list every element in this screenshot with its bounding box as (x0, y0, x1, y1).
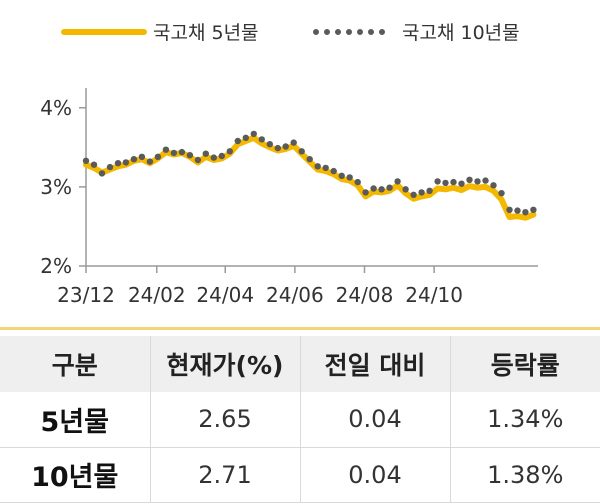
quote-table: 구분 현재가(%) 전일 대비 등락률 5년물 2.65 0.04 1.34% … (0, 336, 600, 503)
x-tick-label: 24/08 (336, 283, 394, 307)
series-point-10y (186, 152, 194, 159)
x-tick-label: 24/04 (196, 283, 254, 307)
series-point-10y (338, 172, 345, 179)
x-tick-label: 24/02 (128, 283, 186, 307)
series-point-10y (162, 146, 170, 153)
y-tick-label: 4% (40, 96, 72, 120)
series-point-10y (386, 184, 393, 191)
series-point-10y (82, 157, 90, 164)
y-tick-label: 3% (40, 175, 72, 199)
y-tick-label: 2% (40, 254, 72, 278)
legend-label: 국고채 5년물 (153, 22, 259, 44)
series-layer (82, 130, 537, 221)
series-point-10y (418, 189, 425, 196)
series-point-10y (402, 186, 409, 193)
series-point-10y (154, 153, 162, 160)
series-point-10y (282, 143, 289, 150)
cell-change-rate: 1.34% (449, 392, 600, 447)
series-point-10y (442, 179, 449, 187)
x-tick-label: 24/10 (405, 283, 463, 307)
series-point-10y (90, 161, 98, 168)
series-point-10y (530, 206, 537, 213)
series-point-10y (474, 178, 481, 185)
series-point-10y (330, 167, 337, 175)
row-label: 10년물 (31, 462, 119, 493)
series-point-10y (362, 189, 369, 196)
cell-current-price: 2.65 (149, 392, 300, 447)
series-point-10y (242, 134, 249, 141)
series-point-10y (314, 163, 321, 170)
series-point-10y (234, 137, 241, 145)
series-line-5y (83, 134, 537, 221)
series-point-10y (482, 177, 489, 184)
series-point-10y (202, 150, 209, 157)
series-point-10y (346, 174, 353, 181)
series-point-10y (170, 149, 178, 157)
yield-chart: 국고채 5년물 국고채 10년물 2% 3% 4% 23/12 24/02 24/04 24/… (40, 22, 538, 307)
series-point-10y (306, 156, 313, 163)
series-point-10y (378, 186, 385, 193)
series-point-10y (298, 148, 305, 155)
legend: 국고채 5년물 국고채 10년물 (61, 22, 520, 44)
series-point-10y (226, 148, 233, 155)
series-point-10y (218, 152, 225, 160)
quote-table-section: 구분 현재가(%) 전일 대비 등락률 5년물 2.65 0.04 1.34% … (0, 327, 600, 504)
series-point-10y (394, 178, 401, 185)
table-top-rule (0, 327, 600, 330)
header-category: 구분 (51, 351, 98, 380)
table-header-row: 구분 현재가(%) 전일 대비 등락률 (0, 336, 600, 392)
series-point-10y (266, 141, 273, 148)
cell-change: 0.04 (299, 447, 450, 502)
series-point-10y (98, 170, 106, 177)
series-point-10y (138, 153, 146, 160)
series-point-10y (370, 185, 377, 192)
series-point-10y (514, 207, 521, 214)
series-point-10y (178, 148, 186, 156)
series-point-10y (490, 182, 497, 189)
series-point-10y (354, 178, 361, 186)
cell-current-price: 2.71 (149, 447, 300, 502)
cell-change: 0.04 (299, 392, 450, 447)
header-current-price: 현재가(%) (149, 336, 300, 392)
table-row: 5년물 2.65 0.04 1.34% (0, 392, 600, 447)
series-point-10y (274, 144, 281, 152)
chart-axes: 2% 3% 4% 23/12 24/02 24/04 24/06 24/08 24/10 (40, 88, 538, 307)
series-point-10y (450, 178, 457, 186)
header-change: 전일 대비 (299, 336, 450, 392)
series-point-10y (426, 187, 433, 194)
series-point-10y (250, 130, 257, 138)
series-point-10y (210, 154, 217, 161)
series-point-10y (458, 180, 465, 187)
header-change-rate: 등락률 (449, 336, 600, 392)
legend-label: 국고채 10년물 (402, 22, 520, 44)
series-point-10y (322, 164, 329, 172)
series-point-10y (114, 160, 122, 167)
series-point-10y (258, 136, 265, 143)
series-point-10y (434, 178, 441, 185)
series-point-10y (466, 176, 473, 183)
series-point-10y (194, 156, 202, 164)
series-point-10y (498, 190, 505, 197)
series-point-10y (410, 191, 417, 198)
series-point-10y (130, 156, 138, 163)
series-point-10y (146, 158, 154, 165)
series-point-10y (122, 159, 130, 166)
series-point-10y (106, 163, 114, 171)
series-point-10y (522, 209, 529, 216)
cell-change-rate: 1.38% (449, 447, 600, 502)
x-tick-label: 24/06 (266, 283, 324, 307)
series-point-10y (290, 139, 297, 146)
series-point-10y (506, 206, 513, 213)
table-row: 10년물 2.71 0.04 1.38% (0, 447, 600, 502)
row-label: 5년물 (40, 406, 109, 438)
x-tick-label: 23/12 (57, 283, 115, 307)
